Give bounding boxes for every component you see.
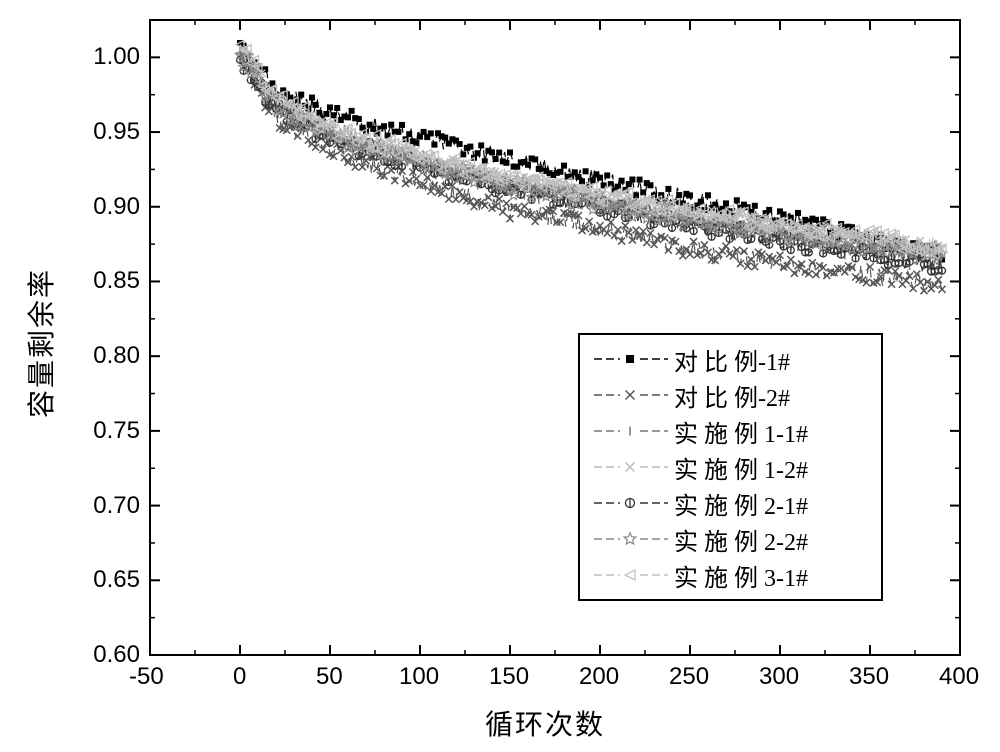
x-tick-label: 200 [579, 663, 619, 691]
x-tick-label: 50 [316, 663, 343, 691]
legend-swatch [590, 524, 674, 554]
y-tick-label: 0.95 [93, 118, 140, 146]
legend-entry: 实 施 例 2-2# [590, 521, 871, 557]
x-tick-label: 400 [939, 663, 979, 691]
legend-entry: 实 施 例 1-2# [590, 449, 871, 485]
x-tick-label: 350 [849, 663, 889, 691]
y-tick-label: 1.00 [93, 43, 140, 71]
legend: 对 比 例-1#对 比 例-2#实 施 例 1-1#实 施 例 1-2#实 施 … [578, 333, 883, 601]
x-tick-label: 150 [489, 663, 529, 691]
legend-swatch [590, 560, 674, 590]
legend-label: 对 比 例-2# [674, 378, 790, 413]
legend-label: 实 施 例 3-1# [674, 558, 808, 593]
series-s4 [237, 48, 946, 260]
legend-swatch [590, 488, 674, 518]
legend-swatch [590, 344, 674, 374]
x-tick-label: 300 [759, 663, 799, 691]
y-tick-label: 0.70 [93, 492, 140, 520]
x-axis-label: 循环次数 [485, 703, 605, 743]
legend-swatch [590, 452, 674, 482]
legend-label: 实 施 例 2-1# [674, 486, 808, 521]
y-tick-label: 0.65 [93, 566, 140, 594]
legend-entry: 对 比 例-2# [590, 377, 871, 413]
x-tick-label: 100 [399, 663, 439, 691]
legend-swatch [590, 416, 674, 446]
series-group [235, 40, 947, 294]
legend-entry: 实 施 例 3-1# [590, 557, 871, 593]
y-tick-label: 0.80 [93, 342, 140, 370]
legend-label: 实 施 例 1-1# [674, 414, 808, 449]
legend-label: 实 施 例 1-2# [674, 450, 808, 485]
x-tick-label: 250 [669, 663, 709, 691]
legend-label: 对 比 例-1# [674, 342, 790, 377]
capacity-retention-chart: 容量剩余率 循环次数 对 比 例-1#对 比 例-2#实 施 例 1-1#实 施… [0, 0, 1000, 752]
y-tick-label: 0.60 [93, 641, 140, 669]
legend-swatch [590, 380, 674, 410]
legend-entry: 实 施 例 1-1# [590, 413, 871, 449]
y-tick-label: 0.90 [93, 193, 140, 221]
legend-label: 实 施 例 2-2# [674, 522, 808, 557]
legend-entry: 对 比 例-1# [590, 341, 871, 377]
x-tick-label: 0 [233, 663, 246, 691]
y-tick-label: 0.75 [93, 417, 140, 445]
y-axis-label: 容量剩余率 [20, 253, 60, 433]
legend-entry: 实 施 例 2-1# [590, 485, 871, 521]
y-tick-label: 0.85 [93, 267, 140, 295]
